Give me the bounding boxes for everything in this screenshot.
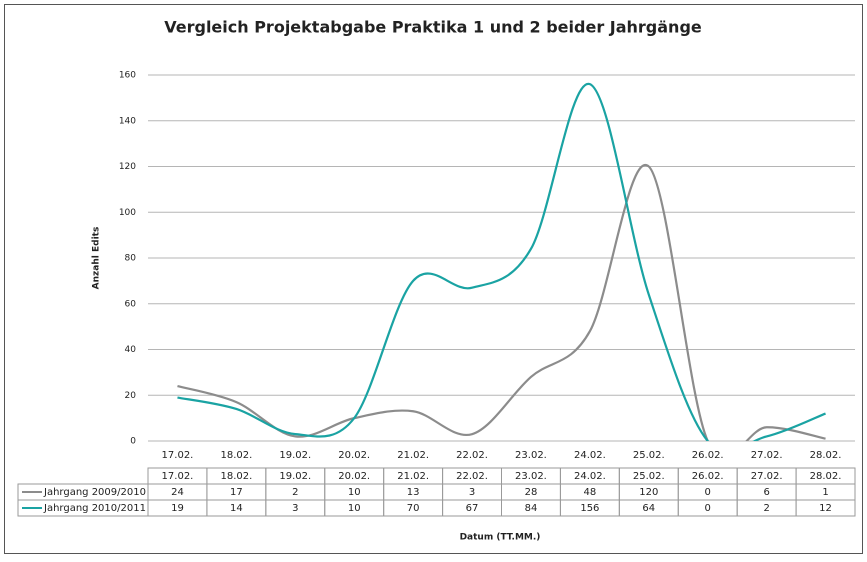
x-tick-label: 24.02.: [574, 450, 606, 461]
table-header: 17.02.: [162, 471, 194, 482]
x-tick-label: 21.02.: [397, 450, 429, 461]
table-header: 27.02.: [751, 471, 783, 482]
table-value: 84: [525, 503, 538, 514]
table-header: 23.02.: [515, 471, 547, 482]
table-value: 2: [292, 487, 298, 498]
x-tick-label: 25.02.: [633, 450, 665, 461]
y-tick-label: 20: [125, 391, 137, 401]
table-value: 3: [469, 487, 475, 498]
table-header: 20.02.: [338, 471, 370, 482]
table-value: 2: [763, 503, 769, 514]
table-value: 67: [466, 503, 479, 514]
series-line: [177, 83, 826, 441]
x-tick-label: 19.02.: [279, 450, 311, 461]
y-tick-label: 140: [119, 116, 136, 126]
table-value: 17: [230, 487, 243, 498]
series-line: [177, 163, 826, 441]
table-value: 10: [348, 503, 361, 514]
x-tick-label: 26.02.: [692, 450, 724, 461]
chart-frame: [4, 4, 863, 554]
x-tick-label: 18.02.: [220, 450, 252, 461]
y-tick-label: 40: [125, 345, 137, 355]
table-value: 24: [171, 487, 184, 498]
table-header: 22.02.: [456, 471, 488, 482]
x-tick-label: 17.02.: [162, 450, 194, 461]
plot-lines: [177, 83, 826, 441]
table-value: 64: [642, 503, 655, 514]
x-tick-label: 23.02.: [515, 450, 547, 461]
table-value: 28: [525, 487, 538, 498]
table-value: 14: [230, 503, 243, 514]
table-value: 3: [292, 503, 298, 514]
table-value: 13: [407, 487, 420, 498]
table-header: 19.02.: [279, 471, 311, 482]
y-axis-label: Anzahl Edits: [92, 227, 102, 290]
table-header: 25.02.: [633, 471, 665, 482]
y-tick-label: 120: [119, 162, 136, 172]
table-header: 26.02.: [692, 471, 724, 482]
chart-title: Vergleich Projektabgabe Praktika 1 und 2…: [164, 18, 702, 37]
table-header: 24.02.: [574, 471, 606, 482]
legend-label: Jahrgang 2010/2011: [43, 503, 146, 514]
table-value: 48: [584, 487, 597, 498]
table-value: 0: [705, 487, 711, 498]
x-axis-label: Datum (TT.MM.): [460, 533, 541, 543]
y-tick-label: 0: [130, 437, 136, 447]
table-cell: [795, 499, 856, 517]
table-value: 19: [171, 503, 184, 514]
table-value: 70: [407, 503, 420, 514]
y-tick-label: 60: [125, 299, 137, 309]
legend-label: Jahrgang 2009/2010: [43, 487, 146, 498]
table-value: 1: [822, 487, 828, 498]
table-value: 6: [763, 487, 769, 498]
table-header: 28.02.: [810, 471, 842, 482]
table-value: 10: [348, 487, 361, 498]
table-header: 21.02.: [397, 471, 429, 482]
x-tick-label: 20.02.: [338, 450, 370, 461]
x-tick-label: 22.02.: [456, 450, 488, 461]
table-value: 12: [819, 503, 832, 514]
y-tick-label: 100: [119, 208, 136, 218]
y-tick-label: 80: [125, 254, 137, 264]
table-header: 18.02.: [220, 471, 252, 482]
table-value: 0: [705, 503, 711, 514]
table-value: 156: [580, 503, 599, 514]
y-tick-label: 160: [119, 71, 136, 81]
table-value: 120: [639, 487, 658, 498]
x-tick-label: 28.02.: [810, 450, 842, 461]
x-tick-label: 27.02.: [751, 450, 783, 461]
